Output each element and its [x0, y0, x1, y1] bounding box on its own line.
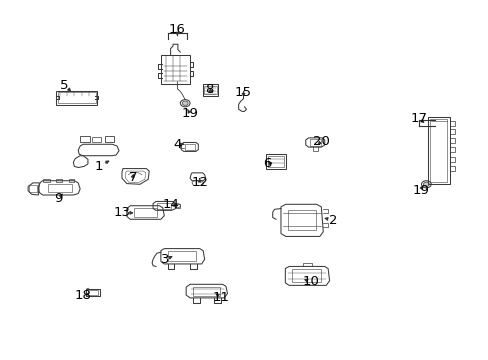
Bar — [105, 136, 114, 142]
Text: 15: 15 — [235, 86, 251, 99]
Bar — [161, 55, 189, 84]
Bar — [80, 136, 90, 142]
Bar — [56, 91, 97, 105]
Text: 4: 4 — [173, 139, 181, 152]
Bar — [309, 139, 320, 146]
Text: 17: 17 — [409, 112, 426, 125]
Text: 9: 9 — [55, 192, 63, 205]
Text: 18: 18 — [75, 288, 91, 302]
Bar — [427, 117, 449, 184]
Text: 8: 8 — [205, 84, 213, 96]
Bar — [134, 208, 157, 217]
Circle shape — [182, 101, 188, 105]
Text: 16: 16 — [169, 23, 185, 36]
Bar — [47, 184, 72, 192]
Bar — [92, 137, 101, 142]
Text: 11: 11 — [212, 291, 229, 304]
Bar — [88, 290, 98, 295]
Text: 6: 6 — [262, 157, 270, 170]
Bar — [168, 251, 196, 261]
Text: 19: 19 — [181, 107, 198, 120]
Text: 2: 2 — [328, 213, 337, 226]
Text: 14: 14 — [162, 198, 179, 211]
Bar — [185, 144, 195, 150]
Bar — [291, 270, 321, 282]
Bar — [193, 287, 220, 296]
Text: 1: 1 — [94, 160, 102, 173]
Bar — [58, 93, 96, 103]
Circle shape — [423, 182, 428, 186]
Text: 3: 3 — [161, 253, 170, 266]
Bar — [429, 120, 447, 182]
Text: 19: 19 — [411, 184, 428, 197]
Bar — [157, 203, 171, 209]
Text: 10: 10 — [302, 275, 318, 288]
Bar — [56, 179, 61, 182]
Text: 5: 5 — [60, 79, 69, 92]
Text: 7: 7 — [128, 171, 137, 184]
Bar — [69, 179, 74, 182]
Text: 20: 20 — [312, 135, 329, 148]
Bar — [265, 154, 286, 168]
Bar — [175, 203, 180, 208]
Text: 13: 13 — [113, 206, 130, 219]
Bar — [42, 179, 49, 182]
Bar — [202, 84, 218, 96]
Bar — [29, 185, 37, 192]
Bar — [268, 156, 284, 167]
Text: 12: 12 — [191, 176, 208, 189]
Bar — [204, 86, 216, 94]
Bar — [86, 289, 100, 296]
Bar — [287, 210, 315, 230]
